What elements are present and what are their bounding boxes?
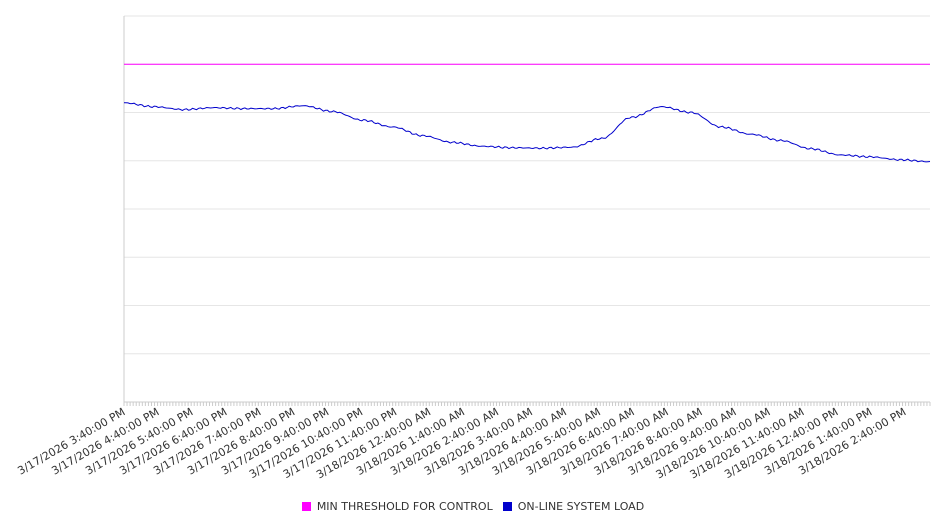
x-tick-labels: 3/17/2026 3:40:00 PM3/17/2026 4:40:00 PM… bbox=[15, 405, 908, 481]
grid-lines bbox=[124, 15, 930, 355]
legend-item-threshold[interactable]: MIN THRESHOLD FOR CONTROL bbox=[301, 499, 493, 513]
axes bbox=[123, 16, 931, 406]
legend-label-system-load: ON-LINE SYSTEM LOAD bbox=[517, 499, 645, 513]
legend-swatch-threshold bbox=[301, 501, 311, 511]
series-lines bbox=[123, 63, 931, 163]
series-line-system-load bbox=[123, 102, 931, 163]
legend-label-threshold: MIN THRESHOLD FOR CONTROL bbox=[316, 499, 493, 513]
legend-item-system-load[interactable]: ON-LINE SYSTEM LOAD bbox=[502, 499, 645, 513]
legend: MIN THRESHOLD FOR CONTROL ON-LINE SYSTEM… bbox=[0, 498, 946, 514]
legend-swatch-system-load bbox=[502, 501, 512, 511]
